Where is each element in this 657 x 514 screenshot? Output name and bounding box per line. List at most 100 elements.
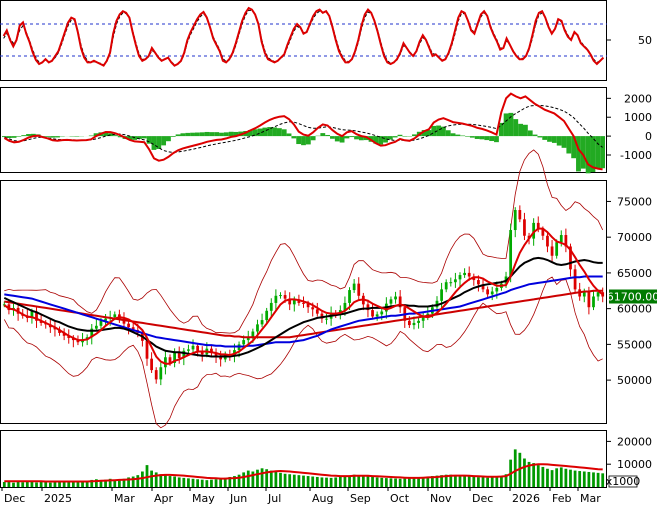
candle-body bbox=[146, 341, 149, 359]
price-tick-label: 50000 bbox=[617, 374, 652, 387]
macd-histogram-bar bbox=[45, 136, 50, 137]
price-tick-label: 60000 bbox=[617, 303, 652, 316]
x-tick-label: Dec bbox=[4, 492, 25, 505]
volume-bar bbox=[3, 482, 6, 487]
candle-body bbox=[440, 289, 443, 300]
macd-histogram-bar bbox=[489, 136, 494, 141]
volume-bar bbox=[348, 476, 351, 487]
macd-histogram-bar bbox=[229, 132, 234, 136]
candle-body bbox=[348, 290, 351, 303]
x-tick-label: 2026 bbox=[512, 492, 540, 505]
volume-bar bbox=[477, 477, 480, 487]
macd-histogram-bar bbox=[272, 127, 277, 136]
candle-body bbox=[495, 288, 498, 292]
volume-bar bbox=[486, 478, 489, 487]
candle-body bbox=[192, 346, 195, 350]
volume-bar bbox=[44, 482, 47, 487]
macd-histogram-bar bbox=[89, 136, 94, 137]
volume-bar bbox=[169, 476, 172, 487]
candle-body bbox=[325, 319, 328, 320]
volume-bar bbox=[601, 473, 604, 487]
x-tick-label: Aug bbox=[312, 492, 333, 505]
rsi-signal-line bbox=[4, 10, 604, 64]
x-tick-label: Jul bbox=[267, 492, 281, 505]
rsi-panel: 50 bbox=[0, 1, 652, 81]
candle-body bbox=[491, 291, 494, 294]
volume-bar bbox=[569, 470, 572, 487]
volume-bar bbox=[468, 477, 471, 487]
volume-bar bbox=[588, 472, 591, 487]
macd-histogram-bar bbox=[209, 132, 214, 136]
volume-bar bbox=[210, 480, 213, 487]
macd-histogram-bar bbox=[552, 136, 557, 143]
volume-bar bbox=[132, 477, 135, 487]
volume-bar bbox=[187, 478, 190, 487]
x-tick-label: Nov bbox=[430, 492, 452, 505]
volume-bar bbox=[21, 482, 24, 487]
volume-bar bbox=[399, 479, 402, 487]
candle-body bbox=[555, 242, 558, 256]
macd-histogram-bar bbox=[224, 132, 229, 136]
volume-bar bbox=[192, 479, 195, 487]
candle-body bbox=[523, 219, 526, 235]
macd-histogram-bar bbox=[480, 136, 485, 139]
volume-bar bbox=[463, 476, 466, 487]
macd-histogram-bar bbox=[16, 136, 21, 137]
candle-body bbox=[187, 349, 190, 350]
macd-histogram-bar bbox=[393, 136, 398, 137]
macd-histogram-bar bbox=[494, 136, 499, 142]
macd-histogram-bar bbox=[465, 136, 470, 137]
volume-bar bbox=[173, 477, 176, 487]
candle-body bbox=[509, 230, 512, 276]
candle-body bbox=[371, 310, 374, 316]
candle-body bbox=[592, 296, 595, 307]
macd-histogram-bar bbox=[518, 124, 523, 136]
macd-histogram-bar bbox=[557, 136, 562, 145]
volume-bar bbox=[574, 471, 577, 487]
volume-bar bbox=[454, 475, 457, 487]
volume-bar bbox=[279, 473, 282, 487]
candle-body bbox=[270, 303, 273, 311]
macd-histogram-bar bbox=[576, 136, 581, 171]
x-tick-label: Jun bbox=[229, 492, 247, 505]
candle-body bbox=[95, 326, 98, 329]
volume-bar bbox=[201, 480, 204, 487]
volume-bar bbox=[592, 472, 595, 487]
candle-body bbox=[196, 346, 199, 351]
macd-histogram-bar bbox=[185, 133, 190, 136]
candle-body bbox=[546, 236, 549, 247]
volume-bar bbox=[495, 477, 498, 487]
volume-bar bbox=[293, 475, 296, 487]
volume-bar bbox=[482, 477, 485, 487]
macd-histogram-bar bbox=[354, 136, 359, 139]
price-tick-label: 55000 bbox=[617, 338, 652, 351]
macd-histogram-bar bbox=[388, 136, 393, 139]
volume-bar bbox=[49, 483, 52, 487]
macd-histogram-bar bbox=[311, 136, 316, 140]
volume-bar bbox=[321, 477, 324, 487]
volume-bar bbox=[371, 477, 374, 487]
macd-histogram-bar bbox=[7, 136, 12, 138]
volume-tick-label: 10000 bbox=[617, 458, 652, 471]
rsi-frame bbox=[1, 1, 607, 81]
macd-histogram-bar bbox=[330, 136, 335, 139]
macd-histogram-bar bbox=[484, 136, 489, 140]
candle-body bbox=[380, 312, 383, 315]
candle-body bbox=[127, 324, 130, 328]
macd-histogram-bar bbox=[460, 136, 465, 137]
macd-histogram-bar bbox=[26, 134, 31, 136]
macd-histogram-bar bbox=[306, 136, 311, 144]
candle-body bbox=[459, 275, 462, 279]
macd-histogram-bar bbox=[562, 136, 567, 148]
candle-body bbox=[284, 295, 287, 299]
macd-histogram-bar bbox=[55, 136, 60, 137]
macd-histogram-bar bbox=[470, 136, 475, 138]
macd-histogram-bar bbox=[566, 136, 571, 153]
volume-bar bbox=[376, 477, 379, 487]
volume-bar bbox=[17, 482, 20, 487]
volume-bar bbox=[413, 478, 416, 487]
volume-bar bbox=[408, 478, 411, 487]
candle-body bbox=[588, 291, 591, 307]
macd-histogram-bar bbox=[171, 136, 176, 137]
